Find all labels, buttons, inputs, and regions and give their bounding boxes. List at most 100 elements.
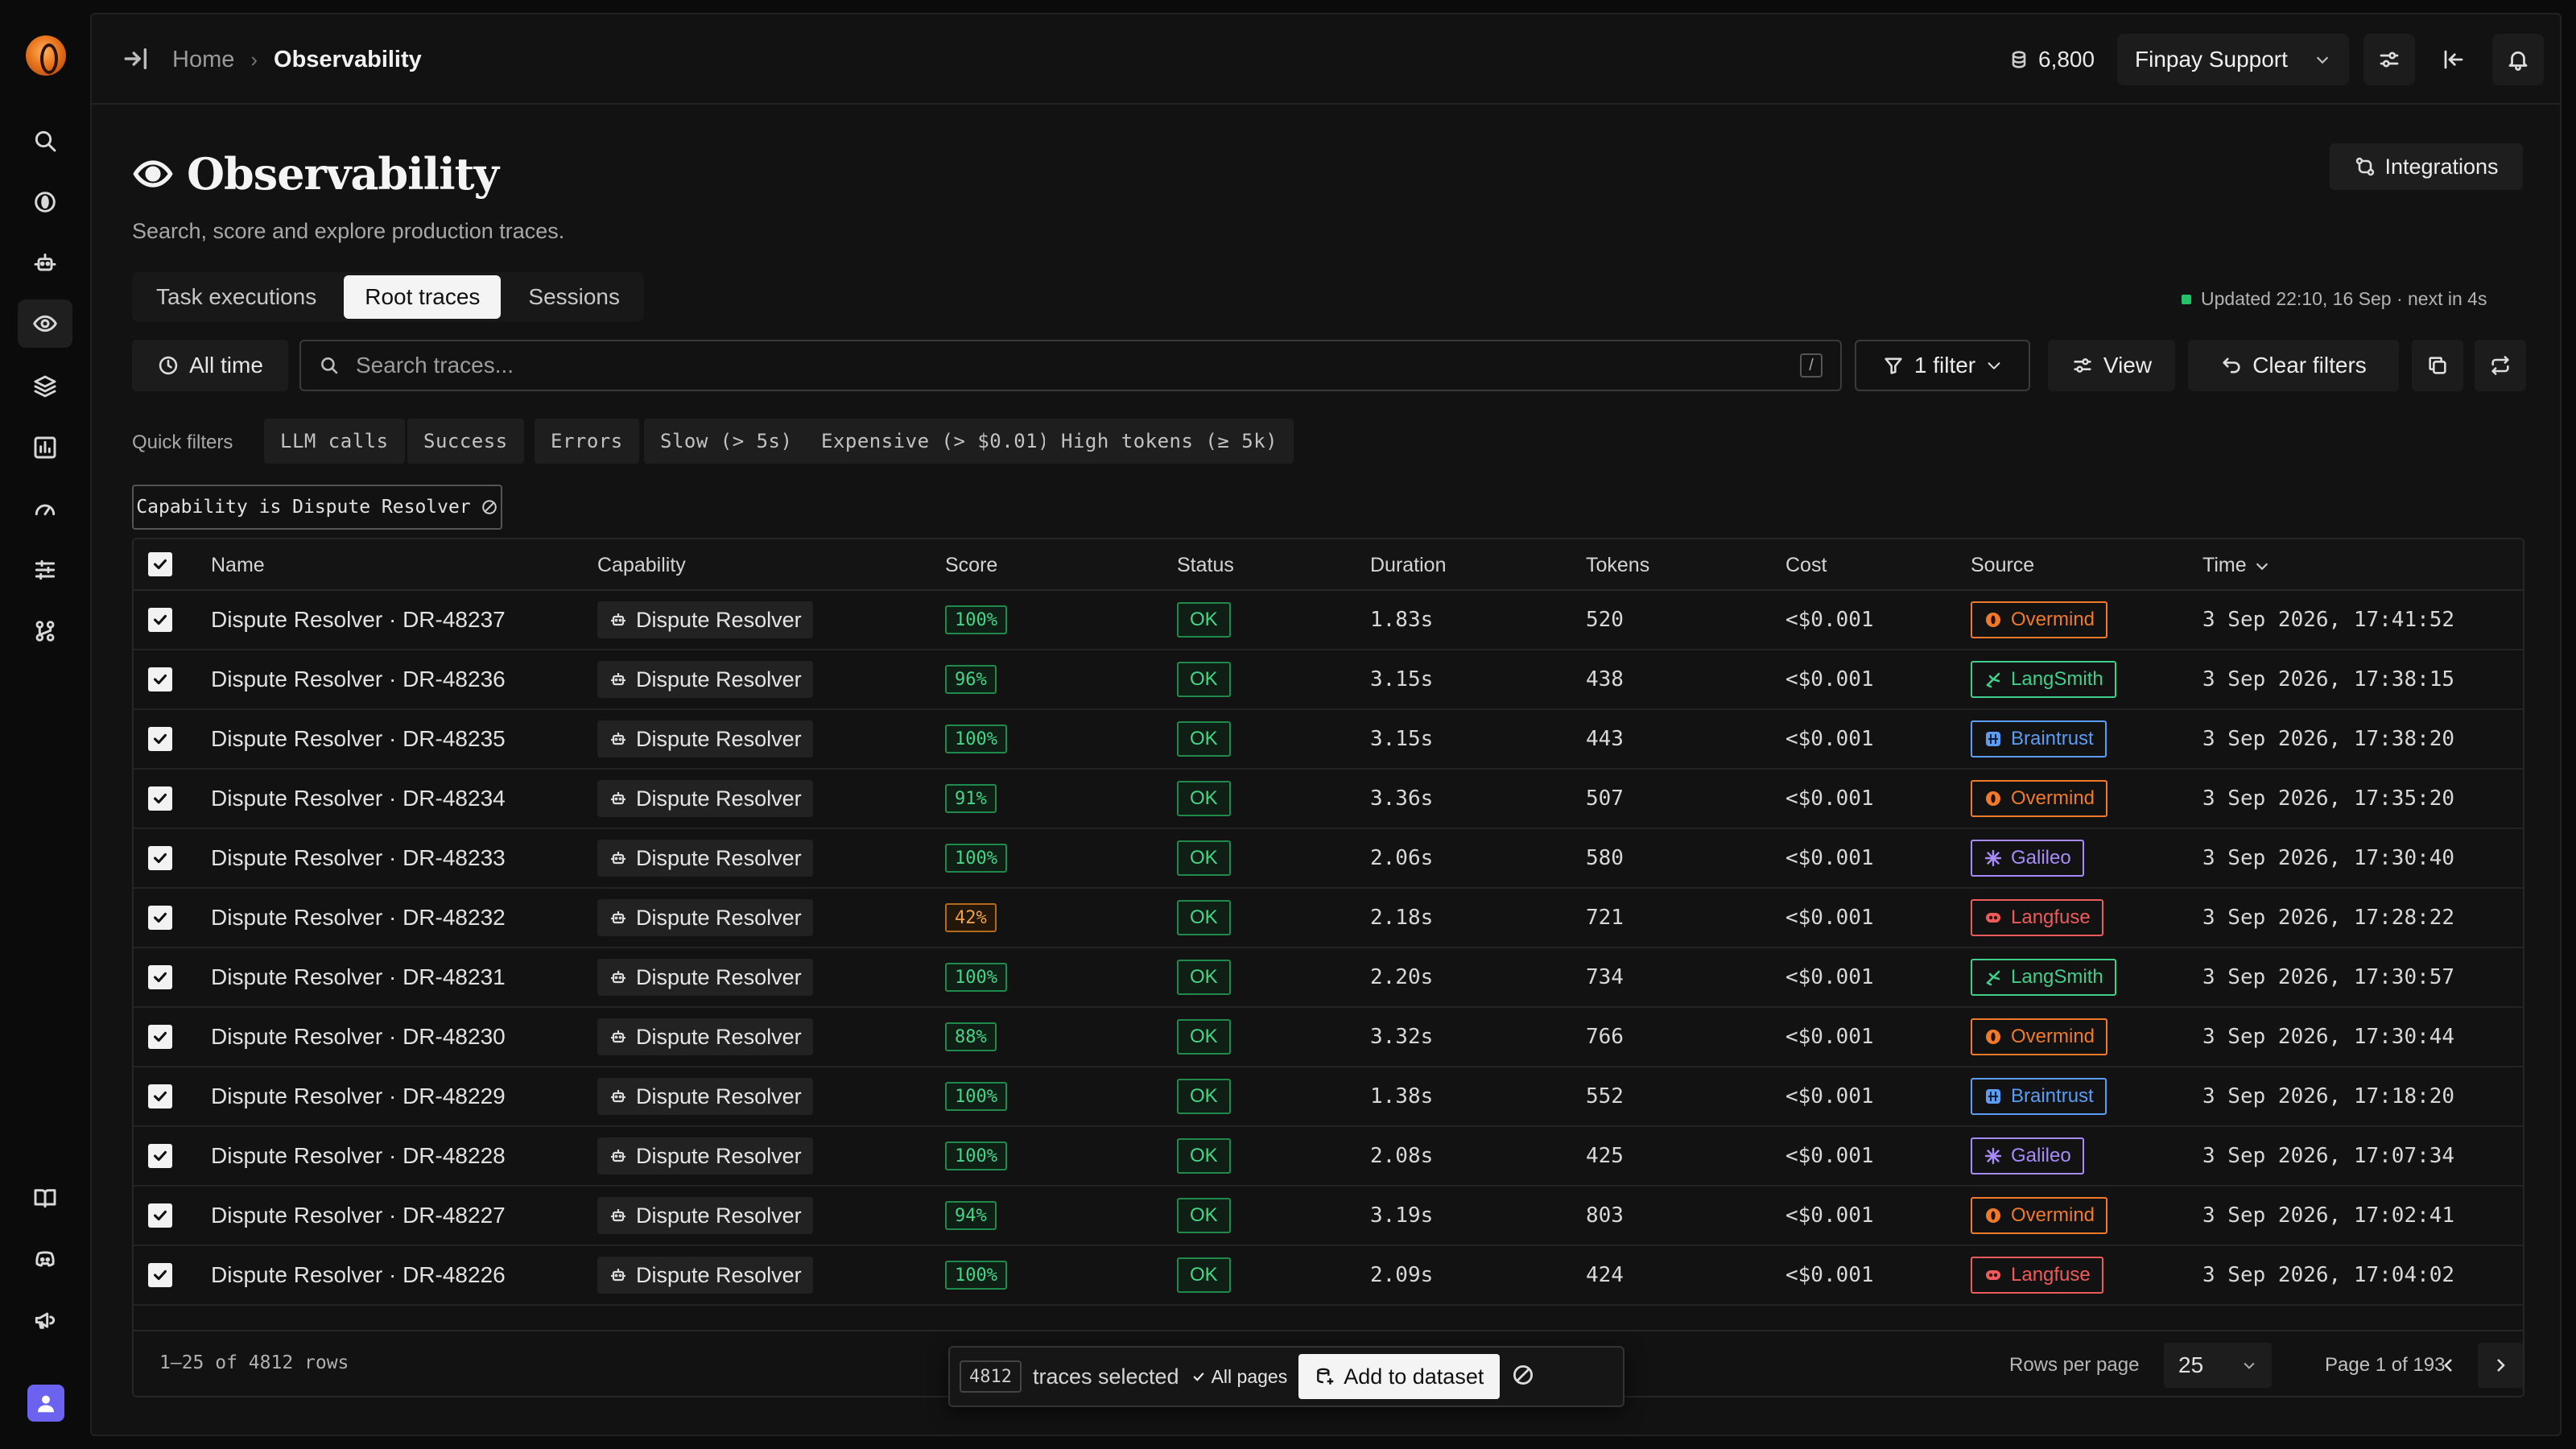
- trace-name[interactable]: Dispute Resolver · DR-48226: [211, 1262, 506, 1287]
- table-row[interactable]: Dispute Resolver · DR-48234 Dispute Resol…: [134, 770, 2523, 829]
- column-capability[interactable]: Capability: [597, 554, 686, 576]
- analytics-icon[interactable]: [27, 430, 63, 465]
- breadcrumb-home[interactable]: Home: [172, 46, 235, 72]
- search-input[interactable]: [356, 353, 1784, 378]
- quick-filter-success[interactable]: Success: [407, 419, 524, 464]
- discord-icon[interactable]: [27, 1241, 63, 1277]
- docs-book-icon[interactable]: [27, 1180, 63, 1216]
- copy-button[interactable]: [2412, 340, 2463, 391]
- column-duration[interactable]: Duration: [1370, 554, 1447, 576]
- refresh-button[interactable]: [2475, 340, 2526, 391]
- clear-selection-button[interactable]: [1511, 1363, 1535, 1391]
- row-checkbox[interactable]: [148, 829, 172, 887]
- table-row[interactable]: Dispute Resolver · DR-48231 Dispute Resol…: [134, 948, 2523, 1008]
- select-all-checkbox[interactable]: [148, 552, 172, 576]
- table-row[interactable]: Dispute Resolver · DR-48226 Dispute Resol…: [134, 1246, 2523, 1306]
- trace-name[interactable]: Dispute Resolver · DR-48235: [211, 726, 506, 751]
- table-row[interactable]: Dispute Resolver · DR-48228 Dispute Resol…: [134, 1127, 2523, 1187]
- table-row[interactable]: Dispute Resolver · DR-48229 Dispute Resol…: [134, 1067, 2523, 1127]
- org-selector[interactable]: Finpay Support: [2117, 34, 2349, 85]
- row-checkbox[interactable]: [148, 1187, 172, 1245]
- tab-sessions[interactable]: Sessions: [528, 284, 621, 309]
- source-badge[interactable]: Langfuse: [1971, 1257, 2103, 1294]
- source-badge[interactable]: Overmind: [1971, 1197, 2108, 1234]
- add-to-dataset-button[interactable]: Add to dataset: [1298, 1354, 1501, 1399]
- trace-name[interactable]: Dispute Resolver · DR-48231: [211, 964, 506, 989]
- datasets-icon[interactable]: [27, 369, 63, 404]
- row-checkbox[interactable]: [148, 1067, 172, 1125]
- source-badge[interactable]: LangSmith: [1971, 959, 2116, 996]
- column-status[interactable]: Status: [1177, 554, 1234, 576]
- collapse-panel-button[interactable]: [2428, 34, 2479, 85]
- column-score[interactable]: Score: [945, 554, 998, 576]
- workflow-icon[interactable]: [27, 613, 63, 649]
- trace-name[interactable]: Dispute Resolver · DR-48234: [211, 786, 506, 811]
- trace-name[interactable]: Dispute Resolver · DR-48232: [211, 905, 506, 930]
- gauge-icon[interactable]: [27, 491, 63, 526]
- clear-filters-button[interactable]: Clear filters: [2188, 340, 2399, 391]
- row-checkbox[interactable]: [148, 650, 172, 708]
- trace-name[interactable]: Dispute Resolver · DR-48227: [211, 1203, 506, 1228]
- source-badge[interactable]: Overmind: [1971, 601, 2108, 638]
- source-badge[interactable]: Galileo: [1971, 1137, 2084, 1174]
- table-row[interactable]: Dispute Resolver · DR-48233 Dispute Resol…: [134, 829, 2523, 889]
- row-checkbox[interactable]: [148, 591, 172, 649]
- source-badge[interactable]: LangSmith: [1971, 661, 2116, 698]
- row-checkbox[interactable]: [148, 770, 172, 828]
- table-row[interactable]: Dispute Resolver · DR-48236 Dispute Resol…: [134, 650, 2523, 710]
- row-checkbox[interactable]: [148, 710, 172, 768]
- table-row[interactable]: Dispute Resolver · DR-48232 Dispute Resol…: [134, 889, 2523, 948]
- row-checkbox[interactable]: [148, 889, 172, 947]
- next-page-button[interactable]: [2478, 1343, 2523, 1388]
- agents-icon[interactable]: [27, 246, 63, 281]
- source-badge[interactable]: Galileo: [1971, 840, 2084, 877]
- preferences-button[interactable]: [2363, 34, 2415, 85]
- row-checkbox[interactable]: [148, 1127, 172, 1185]
- column-tokens[interactable]: Tokens: [1586, 554, 1650, 576]
- row-checkbox[interactable]: [148, 948, 172, 1006]
- integrations-button[interactable]: Integrations: [2330, 143, 2523, 190]
- trace-name[interactable]: Dispute Resolver · DR-48228: [211, 1143, 506, 1168]
- quick-filter-expensive[interactable]: Expensive (> $0.01): [805, 419, 1067, 464]
- all-pages-toggle[interactable]: All pages: [1191, 1366, 1287, 1388]
- trace-name[interactable]: Dispute Resolver · DR-48236: [211, 667, 506, 691]
- source-badge[interactable]: Braintrust: [1971, 1078, 2107, 1115]
- announcements-megaphone-icon[interactable]: [27, 1302, 63, 1338]
- table-row[interactable]: Dispute Resolver · DR-48237 Dispute Resol…: [134, 591, 2523, 650]
- source-badge[interactable]: Braintrust: [1971, 720, 2107, 758]
- time-range-button[interactable]: All time: [132, 340, 288, 391]
- source-badge[interactable]: Overmind: [1971, 780, 2108, 817]
- settings-sliders-icon[interactable]: [27, 552, 63, 588]
- user-avatar[interactable]: [27, 1385, 64, 1422]
- search-icon[interactable]: [27, 123, 63, 159]
- source-badge[interactable]: Overmind: [1971, 1018, 2108, 1055]
- column-time[interactable]: Time: [2202, 554, 2271, 577]
- quick-filter-high-tokens[interactable]: High tokens (≥ 5k): [1045, 419, 1294, 464]
- table-row[interactable]: Dispute Resolver · DR-48230 Dispute Resol…: [134, 1008, 2523, 1067]
- sidebar-toggle-icon[interactable]: [122, 45, 151, 74]
- trace-name[interactable]: Dispute Resolver · DR-48233: [211, 845, 506, 870]
- rows-per-page-select[interactable]: 25: [2164, 1343, 2272, 1388]
- notifications-button[interactable]: [2492, 34, 2544, 85]
- filter-button[interactable]: 1 filter: [1855, 340, 2030, 391]
- active-filter-chip[interactable]: Capability is Dispute Resolver: [132, 485, 502, 530]
- prev-page-button[interactable]: [2426, 1343, 2471, 1388]
- trace-name[interactable]: Dispute Resolver · DR-48229: [211, 1084, 506, 1108]
- source-badge[interactable]: Langfuse: [1971, 899, 2103, 936]
- trace-name[interactable]: Dispute Resolver · DR-48230: [211, 1024, 506, 1049]
- column-name[interactable]: Name: [211, 554, 265, 576]
- tab-root-traces[interactable]: Root traces: [344, 275, 502, 319]
- quick-filter-errors[interactable]: Errors: [535, 419, 639, 464]
- table-row[interactable]: Dispute Resolver · DR-48235 Dispute Resol…: [134, 710, 2523, 770]
- app-logo[interactable]: [26, 35, 66, 76]
- column-cost[interactable]: Cost: [1785, 554, 1827, 576]
- quick-filter-slow[interactable]: Slow (> 5s): [644, 419, 809, 464]
- remove-filter-icon[interactable]: [481, 498, 498, 516]
- tab-task-executions[interactable]: Task executions: [156, 284, 317, 309]
- trace-name[interactable]: Dispute Resolver · DR-48237: [211, 607, 506, 632]
- row-checkbox[interactable]: [148, 1008, 172, 1066]
- observability-eye-icon[interactable]: [18, 299, 72, 348]
- column-source[interactable]: Source: [1971, 554, 2035, 576]
- table-row[interactable]: Dispute Resolver · DR-48227 Dispute Resol…: [134, 1187, 2523, 1246]
- view-button[interactable]: View: [2048, 340, 2175, 391]
